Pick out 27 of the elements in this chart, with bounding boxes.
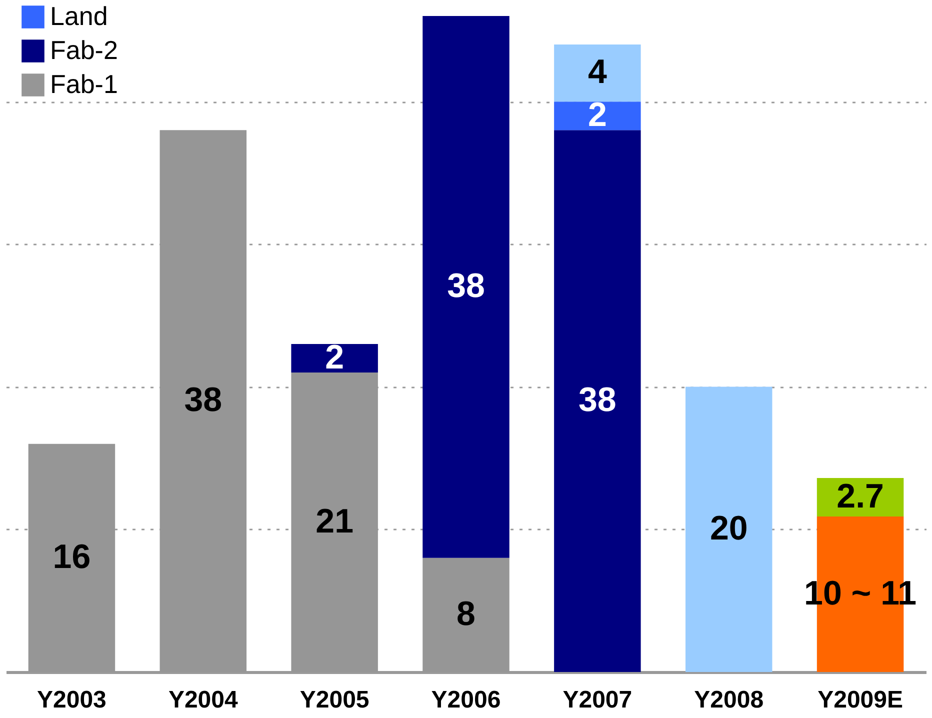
x-tick-label: Y2008 [694,686,764,714]
legend-label: Land [50,1,108,31]
bar [554,102,641,130]
data-label: 4 [588,53,607,92]
x-tick-label: Y2004 [168,686,238,714]
data-label: 38 [578,381,616,420]
data-label: 38 [184,381,222,420]
x-tick-label: Y2003 [37,686,106,714]
legend-label: Fab-2 [50,35,118,65]
data-label: 38 [447,266,485,305]
data-label: 2 [325,338,344,376]
x-tick-label: Y2007 [562,686,632,714]
data-label: 21 [316,502,354,540]
bar [291,344,378,373]
bar [554,44,641,102]
x-tick-label: Y2005 [300,686,370,714]
data-label: 2 [588,96,607,134]
data-label: 8 [456,594,476,633]
bar [554,130,641,672]
data-label: 16 [52,538,91,576]
data-label: 2.7 [836,477,884,516]
data-label: 20 [710,509,748,548]
x-tick-label: Y2006 [431,686,501,714]
x-tick-label: Y2009E [818,686,903,714]
bar [422,16,510,558]
legend-label: Fab-1 [50,69,118,99]
bar [685,386,772,672]
